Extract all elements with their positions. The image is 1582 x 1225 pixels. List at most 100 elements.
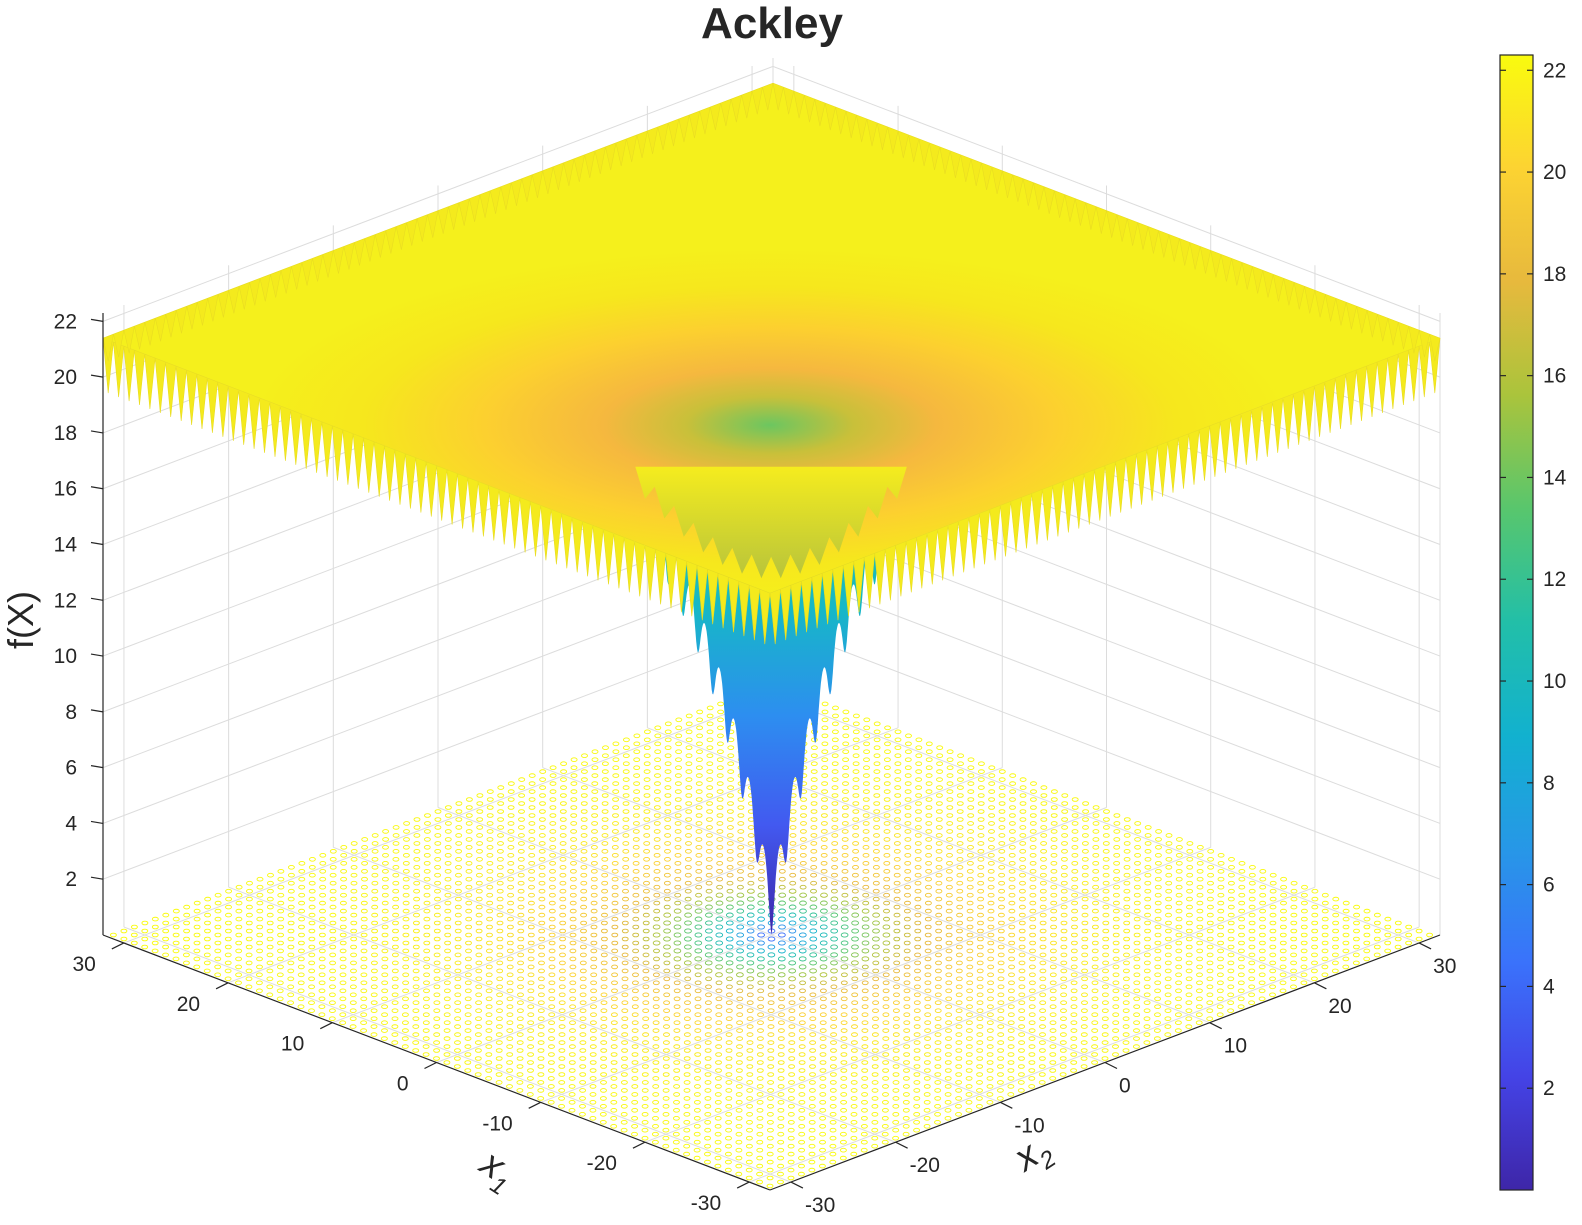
contour-ring — [904, 773, 912, 778]
contour-ring — [966, 908, 974, 914]
contour-ring — [756, 1171, 764, 1177]
contour-ring — [549, 852, 557, 858]
contour-ring — [611, 932, 619, 938]
contour-ring — [631, 1036, 639, 1041]
contour-ring — [339, 924, 347, 930]
contour-ring — [1009, 805, 1016, 810]
contour-ring — [861, 1092, 869, 1097]
contour-ring — [539, 801, 546, 806]
contour-ring — [308, 968, 316, 974]
contour-ring — [422, 1020, 430, 1026]
contour-ring — [444, 964, 451, 970]
contour-ring — [716, 844, 724, 850]
contour-ring — [810, 777, 818, 782]
contour-ring — [612, 741, 620, 747]
contour-ring — [872, 912, 880, 918]
contour-ring — [1039, 912, 1047, 918]
contour-ring — [1123, 856, 1131, 862]
contour-ring — [476, 841, 484, 846]
contour-ring — [955, 1024, 963, 1029]
contour-ring — [830, 1048, 837, 1053]
contour-ring — [643, 745, 651, 751]
contour-ring — [746, 1064, 754, 1069]
contour-ring — [726, 856, 734, 862]
contour-ring — [934, 1119, 941, 1125]
contour-ring — [936, 769, 944, 774]
contour-ring — [914, 912, 922, 918]
contour-ring — [997, 976, 1005, 982]
contour-ring — [455, 833, 463, 838]
contour-ring — [788, 1072, 796, 1077]
contour-ring — [1217, 884, 1225, 890]
contour-ring — [717, 701, 725, 707]
contour-ring — [987, 996, 994, 1002]
contour-ring — [1060, 1000, 1068, 1006]
contour-ring — [526, 1084, 534, 1089]
contour-ring — [777, 1171, 784, 1177]
contour-ring — [454, 1040, 461, 1045]
contour-ring — [1175, 892, 1183, 898]
contour-ring — [496, 864, 504, 870]
contour-ring — [1300, 980, 1308, 986]
contour-ring — [955, 1008, 963, 1014]
contour-ring — [821, 741, 829, 747]
contour-ring — [663, 880, 671, 886]
contour-ring — [570, 765, 578, 771]
contour-ring — [653, 900, 661, 906]
contour-ring — [778, 948, 786, 954]
contour-ring — [925, 884, 932, 890]
x-tick-label: -10 — [482, 1112, 512, 1135]
contour-ring — [683, 1096, 691, 1101]
contour-ring — [892, 1096, 900, 1101]
contour-ring — [1060, 944, 1068, 950]
contour-ring — [612, 821, 619, 826]
contour-ring — [831, 737, 839, 743]
contour-ring — [1258, 940, 1266, 946]
contour-ring — [1082, 825, 1089, 830]
contour-ring — [664, 761, 672, 767]
contour-ring — [277, 940, 284, 946]
contour-ring — [987, 876, 995, 882]
contour-ring — [329, 896, 337, 902]
contour-ring — [706, 785, 714, 790]
contour-ring — [862, 844, 870, 850]
contour-ring — [1103, 809, 1110, 814]
contour-ring — [1049, 1060, 1057, 1065]
contour-ring — [798, 1012, 806, 1018]
contour-ring — [704, 1000, 712, 1006]
contour-ring — [1123, 904, 1131, 910]
y-tick — [895, 1141, 908, 1149]
contour-ring — [392, 888, 400, 894]
contour-ring — [610, 1020, 618, 1026]
contour-ring — [684, 880, 692, 886]
contour-ring — [245, 928, 253, 934]
contour-ring — [443, 996, 451, 1002]
contour-ring — [956, 904, 964, 910]
contour-ring — [956, 817, 964, 822]
contour-ring — [318, 940, 326, 946]
contour-ring — [401, 1012, 409, 1018]
contour-ring — [818, 1163, 826, 1169]
contour-ring — [622, 872, 630, 878]
contour-ring — [1091, 1044, 1099, 1049]
contour-ring — [945, 876, 953, 882]
contour-ring — [955, 1064, 963, 1069]
contour-ring — [777, 956, 786, 962]
contour-ring — [840, 940, 849, 946]
contour-ring — [590, 932, 598, 938]
contour-ring — [893, 880, 901, 886]
contour-ring — [589, 1115, 597, 1121]
contour-ring — [371, 952, 378, 958]
contour-ring — [684, 864, 692, 870]
contour-ring — [360, 1028, 368, 1033]
contour-ring — [1269, 872, 1277, 878]
contour-ring — [391, 1000, 399, 1006]
contour-ring — [506, 940, 514, 946]
contour-ring — [766, 1135, 774, 1141]
contour-ring — [423, 908, 431, 914]
contour-ring — [872, 880, 880, 886]
contour-ring — [967, 789, 975, 794]
contour-ring — [746, 1111, 754, 1117]
contour-ring — [528, 821, 536, 826]
contour-ring — [923, 1099, 931, 1105]
